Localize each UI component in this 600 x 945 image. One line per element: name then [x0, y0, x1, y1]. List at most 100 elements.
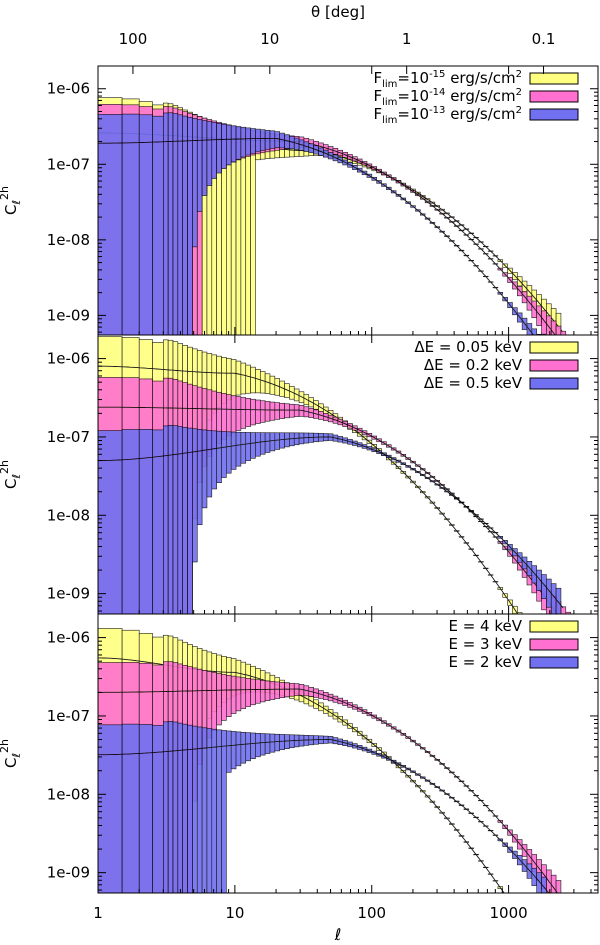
bin-bar	[192, 725, 198, 893]
y-tick-label: 1e-08	[47, 231, 90, 249]
bin-bar	[152, 115, 164, 335]
bin-bar	[259, 680, 266, 703]
bin-bar	[264, 432, 271, 453]
bin-bar	[138, 114, 153, 335]
bin-bar	[211, 672, 217, 731]
bin-bar	[182, 115, 188, 335]
series-F_lim=1e-13	[98, 112, 571, 335]
bin-bar	[526, 849, 533, 865]
bin-bar	[235, 130, 242, 335]
bin-bar	[152, 429, 164, 614]
y-axis: 1e-09 1e-08 1e-07 1e-06	[47, 65, 598, 333]
bin-bar	[245, 732, 251, 762]
y-tick-label: 1e-07	[47, 707, 90, 725]
bin-bar	[555, 587, 562, 614]
legend-label: Flim=10-14 erg/s/cm2	[373, 87, 522, 108]
bin-bar	[121, 723, 140, 893]
y-tick-label: 1e-09	[47, 306, 90, 324]
bin-bar	[206, 430, 213, 498]
bin-bar	[230, 675, 237, 714]
bin-bar	[279, 734, 285, 751]
legend-label: E = 2 keV	[448, 653, 522, 671]
bin-bar	[531, 867, 537, 886]
top-tick-label: 0.1	[532, 30, 556, 48]
bin-bar	[138, 724, 153, 893]
bin-bar	[274, 432, 280, 450]
bin-bar	[196, 429, 203, 526]
legend-label: E = 4 keV	[448, 617, 522, 635]
bin-bar	[206, 671, 213, 739]
bin-bar	[226, 431, 232, 474]
bin-bar	[531, 565, 537, 584]
x-axis-label: ℓ	[334, 925, 342, 944]
bin-bar	[235, 126, 242, 160]
bin-bar	[255, 368, 261, 394]
bin-bar	[230, 125, 237, 163]
x-tick-label: 1	[93, 904, 103, 922]
top-tick-label: 100	[119, 30, 148, 48]
legend-label: ΔE = 0.05 keV	[414, 338, 522, 356]
bin-bar	[255, 679, 261, 704]
bin-bar	[245, 398, 251, 427]
plot-area	[98, 628, 562, 893]
bin-bar	[177, 426, 183, 614]
bin-bar	[211, 430, 217, 490]
top-tick-label: 10	[260, 30, 279, 48]
bin-bar	[152, 725, 164, 893]
panel-1: 1e-09 1e-08 1e-07 1e-06 Cℓ2h Flim=10-15 erg/s…	[0, 65, 599, 336]
bin-bar	[279, 682, 285, 698]
bin-bar	[259, 733, 266, 756]
bin-bar	[289, 734, 295, 749]
bin-bar	[172, 721, 179, 893]
bin-bar	[255, 128, 261, 153]
bin-bar	[560, 330, 567, 335]
bin-bar	[259, 129, 266, 151]
bin-bar	[138, 429, 153, 614]
legend-swatch	[529, 341, 579, 354]
bin-bar	[264, 733, 271, 754]
bin-bar	[289, 682, 295, 697]
bin-bar	[289, 403, 295, 418]
bin-bar	[187, 724, 193, 893]
series-line	[98, 436, 564, 609]
bin-bar	[240, 731, 247, 764]
bin-bar	[216, 673, 222, 726]
bin-bar	[226, 394, 232, 437]
bin-bar	[98, 430, 123, 614]
bin-bar	[274, 131, 280, 148]
series-line	[98, 406, 559, 614]
bin-bar	[245, 127, 251, 156]
bin-bar	[201, 429, 208, 509]
bin-bar	[187, 116, 193, 335]
bin-bar	[526, 863, 533, 879]
bin-bar	[245, 364, 251, 394]
y-axis: 1e-09 1e-08 1e-07 1e-06	[47, 613, 598, 891]
bin-bar	[264, 680, 271, 701]
plot-area	[98, 97, 571, 335]
bin-bar	[206, 121, 213, 187]
top-tick-label: 1	[402, 30, 412, 48]
legend-swatch	[529, 377, 579, 390]
bin-bar	[163, 721, 169, 893]
bin-bar	[167, 721, 174, 893]
bin-bar	[531, 300, 537, 319]
bin-bar	[269, 130, 276, 149]
bin-bar	[163, 425, 169, 614]
bin-bar	[163, 112, 169, 335]
bin-bar	[264, 129, 271, 150]
bin-bar	[250, 366, 256, 394]
bin-bar	[284, 432, 290, 448]
series-line	[98, 137, 534, 335]
y-axis-label: Cℓ2h	[0, 739, 23, 768]
bin-bar	[274, 402, 280, 420]
bin-bar	[269, 401, 276, 421]
bin-bar	[293, 683, 300, 696]
bin-bar	[201, 727, 208, 893]
bin-bar	[245, 678, 251, 707]
bin-bar	[250, 432, 256, 459]
bin-bar	[259, 371, 266, 394]
bin-bar	[235, 676, 242, 712]
